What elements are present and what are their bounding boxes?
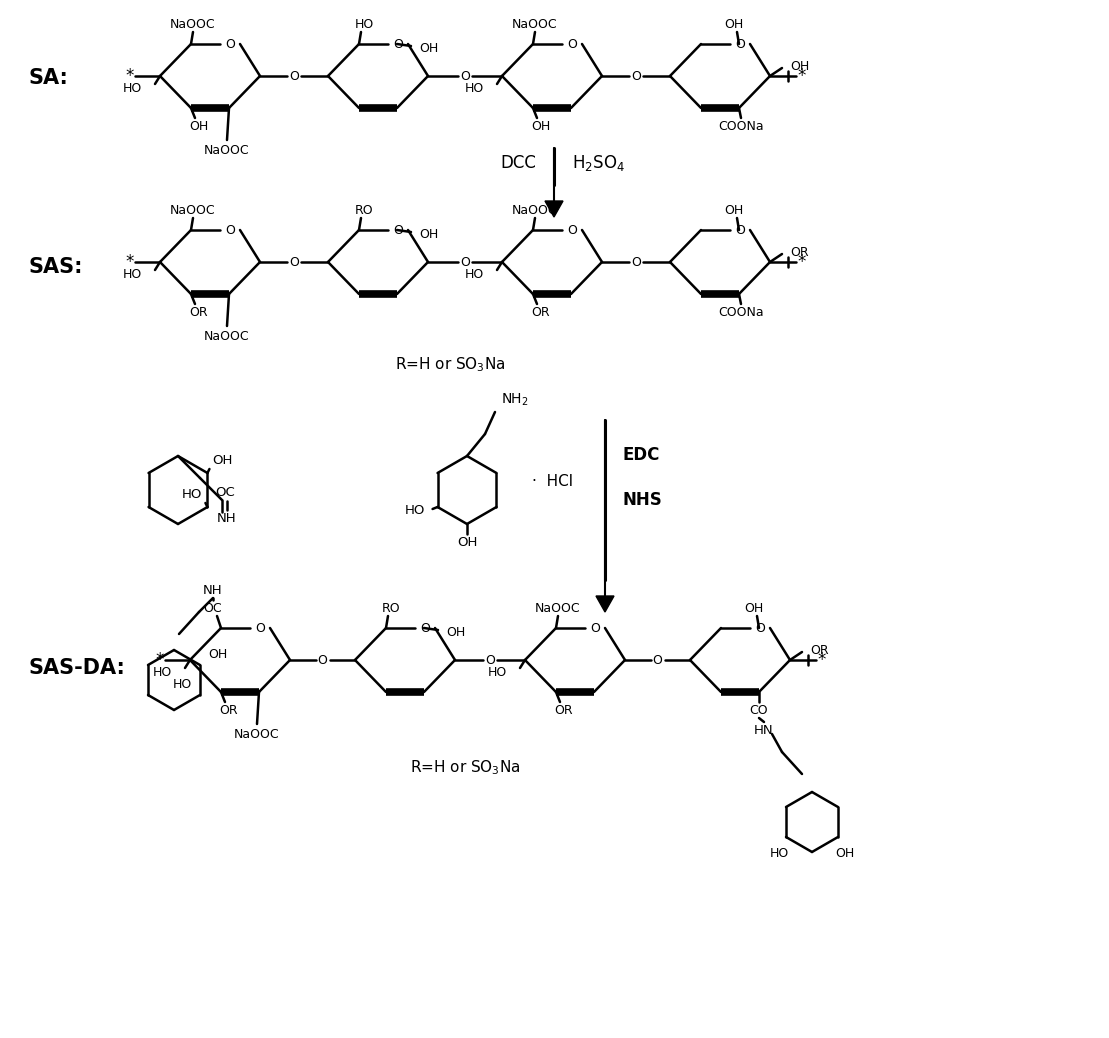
Text: NaOOC: NaOOC xyxy=(536,601,581,614)
Text: COONa: COONa xyxy=(719,119,764,133)
Text: O: O xyxy=(393,223,403,237)
Text: O: O xyxy=(420,622,430,634)
Text: O: O xyxy=(652,654,662,666)
Text: NaOOC: NaOOC xyxy=(512,18,558,30)
Text: HO: HO xyxy=(153,665,172,679)
Text: OH: OH xyxy=(531,119,551,133)
Text: EDC: EDC xyxy=(623,446,660,464)
Text: *: * xyxy=(125,67,134,85)
Text: R=H or SO$_3$Na: R=H or SO$_3$Na xyxy=(409,759,520,777)
Text: OR: OR xyxy=(790,246,808,258)
Text: HO: HO xyxy=(405,504,426,518)
Text: O: O xyxy=(225,37,235,51)
Text: SAS:: SAS: xyxy=(28,257,82,277)
Text: OR: OR xyxy=(554,704,573,716)
Text: OH: OH xyxy=(446,626,466,638)
Text: O: O xyxy=(735,37,745,51)
Text: OH: OH xyxy=(419,227,438,241)
Text: OH: OH xyxy=(208,649,227,661)
Text: OR: OR xyxy=(810,644,828,656)
Text: NHS: NHS xyxy=(623,491,663,509)
Text: O: O xyxy=(567,223,577,237)
Text: H$_2$SO$_4$: H$_2$SO$_4$ xyxy=(572,153,625,173)
Text: ·  HCl: · HCl xyxy=(532,474,573,490)
Text: *: * xyxy=(155,651,164,670)
Text: O: O xyxy=(631,255,641,269)
Text: OH: OH xyxy=(790,59,810,73)
Text: HO: HO xyxy=(173,679,192,691)
Text: O: O xyxy=(255,622,265,634)
Text: OC: OC xyxy=(204,601,222,614)
Text: O: O xyxy=(631,70,641,82)
Text: COONa: COONa xyxy=(719,305,764,319)
Text: O: O xyxy=(735,223,745,237)
Text: OR: OR xyxy=(190,305,208,319)
Text: NaOOC: NaOOC xyxy=(234,728,279,740)
Text: *: * xyxy=(797,67,806,85)
Text: *: * xyxy=(797,253,806,271)
Text: O: O xyxy=(590,622,600,634)
Text: HO: HO xyxy=(465,268,484,280)
Text: HO: HO xyxy=(123,82,142,94)
Text: O: O xyxy=(393,37,403,51)
Text: O: O xyxy=(317,654,327,666)
Text: OH: OH xyxy=(724,203,744,217)
Text: RO: RO xyxy=(381,601,400,614)
Text: HO: HO xyxy=(465,82,484,94)
Text: CO: CO xyxy=(750,704,769,716)
Text: NaOOC: NaOOC xyxy=(204,143,250,157)
Text: HO: HO xyxy=(355,18,374,30)
Text: R=H or SO$_3$Na: R=H or SO$_3$Na xyxy=(395,356,506,375)
Text: O: O xyxy=(225,223,235,237)
Text: OH: OH xyxy=(744,601,764,614)
Text: NaOOC: NaOOC xyxy=(512,203,558,217)
Text: NaOOC: NaOOC xyxy=(170,203,216,217)
Text: SA:: SA: xyxy=(28,69,68,88)
Text: HO: HO xyxy=(770,847,788,861)
Text: OH: OH xyxy=(835,847,854,861)
Text: O: O xyxy=(567,37,577,51)
Text: OR: OR xyxy=(220,704,238,716)
Text: OH: OH xyxy=(724,18,744,30)
Text: O: O xyxy=(289,70,299,82)
Text: O: O xyxy=(289,255,299,269)
Text: HO: HO xyxy=(488,665,507,679)
Text: HO: HO xyxy=(182,489,203,501)
Text: OH: OH xyxy=(457,536,477,548)
Text: DCC: DCC xyxy=(500,154,536,172)
Text: HN: HN xyxy=(754,723,774,737)
FancyArrow shape xyxy=(596,580,614,612)
Text: NH: NH xyxy=(203,583,223,597)
Text: NH: NH xyxy=(217,512,237,524)
Text: NaOOC: NaOOC xyxy=(170,18,216,30)
Text: O: O xyxy=(460,255,470,269)
Text: SAS-DA:: SAS-DA: xyxy=(28,658,125,678)
Text: OC: OC xyxy=(215,487,235,499)
Text: OH: OH xyxy=(419,42,438,55)
Text: OH: OH xyxy=(213,455,233,467)
Text: OH: OH xyxy=(190,119,208,133)
Text: RO: RO xyxy=(355,203,374,217)
FancyArrow shape xyxy=(545,185,563,217)
Text: *: * xyxy=(125,253,134,271)
Text: OR: OR xyxy=(531,305,550,319)
Text: O: O xyxy=(755,622,765,634)
Text: *: * xyxy=(817,651,826,670)
Text: NH$_2$: NH$_2$ xyxy=(501,391,529,408)
Text: NaOOC: NaOOC xyxy=(204,329,250,343)
Text: HO: HO xyxy=(123,268,142,280)
Text: O: O xyxy=(485,654,495,666)
Text: O: O xyxy=(460,70,470,82)
